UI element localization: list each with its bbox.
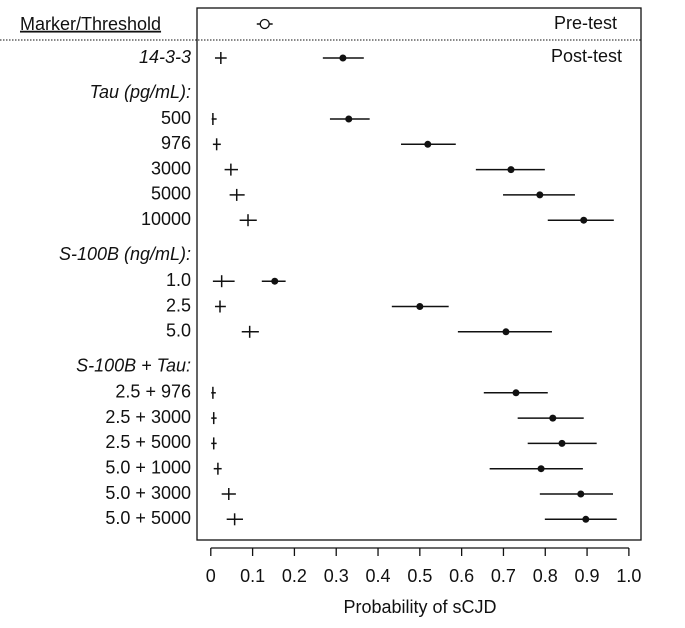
pretest-point <box>259 18 270 30</box>
row-label: 2.5 <box>166 295 191 315</box>
row-label: 1.0 <box>166 270 191 290</box>
group-label: S-100B + Tau: <box>76 356 191 376</box>
row-label: 976 <box>161 133 191 153</box>
row-label: 500 <box>161 108 191 128</box>
positive-point <box>502 328 510 336</box>
positive-point <box>536 191 544 199</box>
x-tick-label: 0.7 <box>491 566 516 586</box>
posttest-label: Post-test <box>551 46 622 66</box>
row-label: 2.5 + 3000 <box>105 407 191 427</box>
positive-point <box>558 439 566 447</box>
row-label: 2.5 + 976 <box>115 382 191 402</box>
x-tick-label: 0.3 <box>324 566 349 586</box>
positive-point <box>424 140 432 148</box>
positive-point <box>582 515 590 523</box>
pretest-label: Pre-test <box>554 13 617 33</box>
x-tick-label: 0.1 <box>240 566 265 586</box>
row-label: 10000 <box>141 209 191 229</box>
x-tick-label: 0.2 <box>282 566 307 586</box>
row-label: 5.0 + 3000 <box>105 483 191 503</box>
x-tick-label: 0.9 <box>575 566 600 586</box>
x-tick-label: 0.6 <box>449 566 474 586</box>
x-tick-label: 1.0 <box>616 566 641 586</box>
row-label: 5000 <box>151 184 191 204</box>
row-label: 3000 <box>151 158 191 178</box>
positive-point <box>345 115 353 123</box>
group-label: Tau (pg/mL): <box>90 82 191 102</box>
row-label: 2.5 + 5000 <box>105 432 191 452</box>
row-label: 5.0 + 5000 <box>105 508 191 528</box>
row-label: 14-3-3 <box>139 47 191 67</box>
row-label: 5.0 <box>166 321 191 341</box>
x-tick-label: 0.8 <box>533 566 558 586</box>
positive-point <box>339 54 347 62</box>
positive-point <box>549 414 557 422</box>
positive-point <box>577 490 585 498</box>
group-label: S-100B (ng/mL): <box>59 244 191 264</box>
x-tick-label: 0.4 <box>366 566 391 586</box>
header-label: Marker/Threshold <box>20 14 161 34</box>
x-tick-label: 0.5 <box>407 566 432 586</box>
x-axis-label: Probability of sCJD <box>343 597 496 617</box>
positive-point <box>416 303 424 310</box>
positive-point <box>537 465 545 473</box>
positive-point <box>271 277 279 285</box>
x-tick-label: 0 <box>206 566 216 586</box>
row-label: 5.0 + 1000 <box>105 457 191 477</box>
positive-point <box>580 216 588 224</box>
positive-point <box>507 166 515 174</box>
positive-point <box>512 389 520 397</box>
plot-frame <box>196 7 642 541</box>
